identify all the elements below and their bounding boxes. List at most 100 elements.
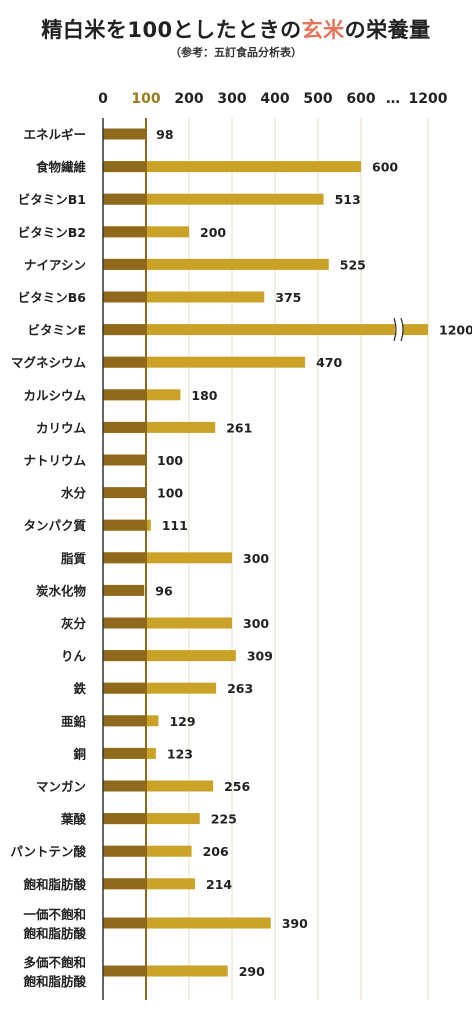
bar: [103, 813, 200, 825]
category-label: 多価不飽和: [23, 955, 86, 970]
category-label: 一価不飽和: [23, 907, 86, 922]
x-tick-label: 200: [174, 91, 203, 107]
bar: [103, 917, 271, 929]
title-prefix: 精白米を100としたときの: [41, 18, 302, 42]
value-label: 309: [247, 649, 273, 664]
bar-base-segment: [103, 226, 146, 238]
bar-base-segment: [103, 780, 146, 792]
value-label: 600: [372, 160, 398, 175]
category-label: ビタミンE: [27, 323, 86, 338]
bar: [103, 617, 232, 629]
chart-subtitle: （参考：五訂食品分析表）: [170, 46, 302, 59]
bar: [103, 650, 236, 662]
value-label: 200: [200, 225, 226, 240]
bar-base-segment: [103, 552, 146, 564]
bar: [103, 193, 324, 205]
bar: [103, 965, 228, 977]
bar-base-segment: [103, 324, 146, 336]
bar: [103, 161, 361, 173]
bar-base-segment: [103, 389, 146, 401]
x-tick-label: …: [386, 91, 400, 107]
value-label: 96: [155, 583, 173, 598]
x-tick-label: 500: [303, 91, 332, 107]
value-label: 290: [239, 964, 265, 979]
value-label: 375: [275, 290, 301, 305]
bar-base-segment: [103, 421, 146, 433]
category-label: マンガン: [36, 779, 86, 794]
category-label: ナイアシン: [24, 257, 86, 272]
bar: [103, 845, 192, 857]
x-tick-label: 0: [98, 91, 108, 107]
value-label: 513: [335, 192, 361, 207]
bar-base-segment: [103, 519, 146, 531]
category-label: ナトリウム: [23, 453, 86, 468]
bar-base-segment: [103, 845, 146, 857]
category-label: カリウム: [36, 420, 87, 435]
bar-base-segment: [103, 454, 146, 466]
bar-base-segment: [103, 291, 146, 303]
axis-break-mark: [400, 317, 404, 342]
bar-base-segment: [103, 650, 146, 662]
category-label: 銅: [72, 746, 86, 761]
category-label: 食物繊維: [35, 160, 87, 175]
value-label: 263: [227, 681, 253, 696]
value-label: 300: [243, 551, 269, 566]
chart-title: 精白米を100としたときの玄米の栄養量: [0, 14, 472, 44]
bar: [103, 291, 265, 303]
bar: [103, 421, 216, 433]
x-tick-label: 300: [217, 91, 246, 107]
bar-base-segment: [103, 258, 146, 270]
value-label: 100: [157, 453, 183, 468]
axis-break-gap: [395, 318, 403, 342]
category-label: 灰分: [61, 616, 87, 631]
x-tick-label: 1200: [409, 91, 448, 107]
bar-base-segment: [103, 682, 146, 694]
category-label: りん: [61, 649, 87, 664]
value-label: 225: [211, 812, 237, 827]
value-label: 123: [167, 746, 193, 761]
category-label: 亜鉛: [61, 714, 87, 729]
category-label: 飽和脂肪酸: [22, 926, 86, 941]
value-label: 300: [243, 616, 269, 631]
category-label: パントテン酸: [10, 844, 86, 859]
bar-base-segment: [103, 813, 146, 825]
bar: [103, 682, 217, 694]
bar-base-segment: [103, 161, 146, 173]
bar-base-segment: [103, 584, 145, 596]
value-label: 129: [169, 714, 195, 729]
axis-break-mark: [393, 317, 397, 342]
bar: [103, 780, 214, 792]
x-tick-label: 100: [131, 91, 160, 107]
value-label: 214: [206, 877, 232, 892]
bar-base-segment: [103, 128, 146, 140]
category-label: 炭水化物: [36, 583, 87, 598]
value-label: 525: [340, 257, 366, 272]
bar-base-segment: [103, 617, 146, 629]
category-label: ビタミンB6: [18, 290, 87, 305]
category-label: ビタミンB2: [18, 225, 86, 240]
category-label: 飽和脂肪酸: [22, 877, 86, 892]
bar: [103, 324, 428, 336]
category-label: 水分: [61, 486, 87, 501]
category-label: マグネシウム: [11, 355, 87, 370]
bar-base-segment: [103, 356, 146, 368]
value-label: 1200: [439, 323, 472, 338]
bar: [103, 878, 196, 890]
title-highlight: 玄米: [301, 18, 345, 42]
value-label: 206: [203, 844, 229, 859]
bar-base-segment: [103, 487, 146, 499]
category-label: ビタミンB1: [18, 192, 86, 207]
category-label: 葉酸: [60, 812, 87, 827]
category-label: 鉄: [73, 681, 86, 696]
title-suffix: の栄養量: [344, 18, 431, 42]
bar: [103, 552, 232, 564]
bar-base-segment: [103, 878, 146, 890]
category-label: エネルギー: [23, 127, 86, 142]
bar-base-segment: [103, 193, 146, 205]
bar-base-segment: [103, 715, 146, 727]
bar: [103, 356, 306, 368]
bar-base-segment: [103, 917, 146, 929]
bar-base-segment: [103, 965, 146, 977]
value-label: 111: [162, 518, 188, 533]
value-label: 470: [316, 355, 342, 370]
